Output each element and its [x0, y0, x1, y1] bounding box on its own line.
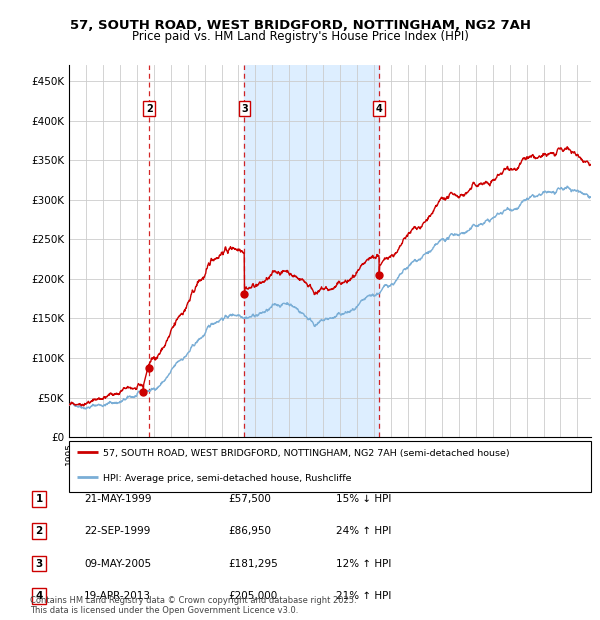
Text: 2: 2	[146, 104, 152, 113]
Bar	[244, 65, 379, 437]
Text: 57, SOUTH ROAD, WEST BRIDGFORD, NOTTINGHAM, NG2 7AH (semi-detached house): 57, SOUTH ROAD, WEST BRIDGFORD, NOTTINGH…	[103, 448, 509, 458]
Text: Price paid vs. HM Land Registry's House Price Index (HPI): Price paid vs. HM Land Registry's House …	[131, 30, 469, 43]
Text: 1: 1	[35, 494, 43, 504]
Text: HPI: Average price, semi-detached house, Rushcliffe: HPI: Average price, semi-detached house,…	[103, 474, 352, 483]
Text: 57, SOUTH ROAD, WEST BRIDGFORD, NOTTINGHAM, NG2 7AH: 57, SOUTH ROAD, WEST BRIDGFORD, NOTTINGH…	[70, 19, 530, 32]
Text: Contains HM Land Registry data © Crown copyright and database right 2025.
This d: Contains HM Land Registry data © Crown c…	[30, 596, 356, 615]
Text: 21% ↑ HPI: 21% ↑ HPI	[336, 591, 391, 601]
Text: 24% ↑ HPI: 24% ↑ HPI	[336, 526, 391, 536]
Text: 4: 4	[35, 591, 43, 601]
Text: 12% ↑ HPI: 12% ↑ HPI	[336, 559, 391, 569]
Text: £181,295: £181,295	[228, 559, 278, 569]
Text: £86,950: £86,950	[228, 526, 271, 536]
Text: 4: 4	[376, 104, 383, 113]
Text: £205,000: £205,000	[228, 591, 277, 601]
Text: 15% ↓ HPI: 15% ↓ HPI	[336, 494, 391, 504]
Text: £57,500: £57,500	[228, 494, 271, 504]
Text: 09-MAY-2005: 09-MAY-2005	[84, 559, 151, 569]
Text: 21-MAY-1999: 21-MAY-1999	[84, 494, 151, 504]
Text: 3: 3	[241, 104, 248, 113]
FancyBboxPatch shape	[69, 441, 591, 492]
Text: 2: 2	[35, 526, 43, 536]
Text: 3: 3	[35, 559, 43, 569]
Text: 22-SEP-1999: 22-SEP-1999	[84, 526, 151, 536]
Text: 19-APR-2013: 19-APR-2013	[84, 591, 151, 601]
